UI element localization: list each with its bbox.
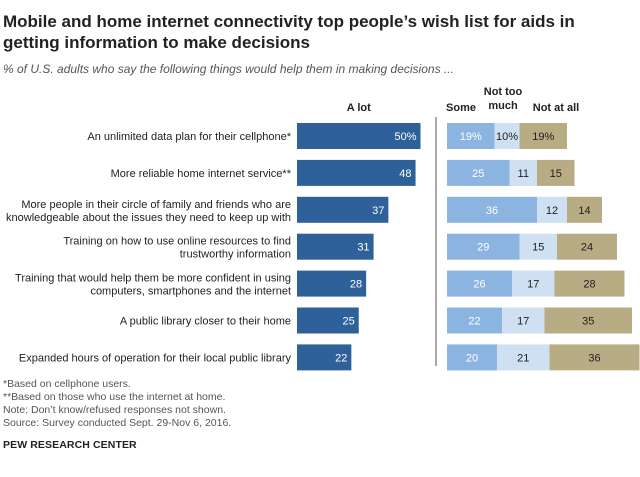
not-too-much-value-label: 10% — [496, 131, 518, 143]
not-too-much-value-label: 11 — [518, 168, 529, 180]
header-some: Some — [446, 102, 476, 114]
header-not-too-much-line1: Not too — [484, 86, 523, 98]
some-value-label: 19% — [460, 131, 482, 143]
a-lot-value-label: 25 — [343, 316, 355, 328]
some-bar — [447, 233, 520, 260]
not-too-much-value-label: 12 — [546, 205, 558, 217]
some-bar — [447, 344, 497, 371]
not-too-much-bar — [502, 307, 545, 334]
not-too-much-value-label: 21 — [517, 352, 529, 364]
category-label-line2: knowledgeable about the issues they need… — [6, 212, 291, 224]
category-label-line1: Training on how to use online resources … — [63, 236, 291, 248]
chart-subtitle: % of U.S. adults who say the following t… — [3, 62, 454, 76]
a-lot-bar — [297, 159, 416, 186]
chart-title: Mobile and home internet connectivity to… — [3, 12, 575, 52]
some-value-label: 29 — [477, 242, 489, 254]
some-bar — [447, 270, 512, 297]
a-lot-value-label: 22 — [335, 352, 347, 364]
not-at-all-bar — [554, 270, 625, 297]
not-at-all-value-label: 28 — [583, 279, 595, 291]
a-lot-value-label: 48 — [399, 168, 411, 180]
category-label-line2: computers, smartphones and the internet — [90, 286, 291, 298]
not-at-all-value-label: 15 — [550, 168, 562, 180]
a-lot-value-label: 50% — [394, 131, 416, 143]
note-source: Source: Survey conducted Sept. 29-Nov 6,… — [3, 417, 232, 429]
some-value-label: 20 — [466, 352, 478, 364]
not-at-all-bar — [544, 307, 632, 334]
category-label-line1: Training that would help them be more co… — [15, 273, 291, 285]
not-too-much-bar — [494, 123, 520, 149]
a-lot-value-label: 31 — [357, 242, 369, 254]
a-lot-bar — [297, 307, 359, 334]
category-label: An unlimited data plan for their cellpho… — [87, 131, 291, 143]
some-bar — [447, 159, 510, 186]
not-too-much-value-label: 15 — [532, 242, 544, 254]
not-too-much-value-label: 17 — [517, 316, 529, 328]
not-at-all-bar — [567, 196, 602, 223]
note-dont-know: Note: Don’t know/refused responses not s… — [3, 404, 226, 416]
header-not-at-all: Not at all — [533, 102, 579, 114]
some-value-label: 36 — [486, 205, 498, 217]
not-too-much-value-label: 17 — [527, 279, 539, 291]
not-at-all-value-label: 14 — [578, 205, 590, 217]
category-label: Expanded hours of operation for their lo… — [19, 352, 292, 364]
category-label: More reliable home internet service** — [111, 168, 292, 180]
a-lot-value-label: 37 — [372, 205, 384, 217]
a-lot-bar — [297, 123, 421, 149]
a-lot-bar — [297, 233, 374, 260]
note-cellphone: *Based on cellphone users. — [3, 378, 131, 390]
some-bar — [447, 123, 495, 149]
some-bar — [447, 196, 537, 223]
not-at-all-bar — [537, 159, 575, 186]
a-lot-value-label: 28 — [350, 279, 362, 291]
header-not-too-much-line2: much — [488, 100, 518, 112]
a-lot-bar — [297, 344, 352, 371]
source-org: PEW RESEARCH CENTER — [3, 439, 137, 451]
a-lot-bar — [297, 196, 389, 223]
not-too-much-bar — [509, 159, 537, 186]
not-at-all-value-label: 19% — [532, 131, 554, 143]
header-a-lot: A lot — [347, 102, 371, 114]
some-value-label: 26 — [473, 279, 485, 291]
not-too-much-bar — [497, 344, 550, 371]
not-at-all-bar — [557, 233, 617, 260]
not-too-much-bar — [537, 196, 567, 223]
not-too-much-bar — [519, 233, 557, 260]
chart-notes: *Based on cellphone users. **Based on th… — [3, 378, 231, 430]
some-value-label: 25 — [472, 168, 484, 180]
note-home-internet: **Based on those who use the internet at… — [3, 391, 226, 403]
not-at-all-value-label: 35 — [582, 316, 594, 328]
not-at-all-bar — [519, 123, 567, 149]
not-too-much-bar — [512, 270, 555, 297]
not-at-all-value-label: 36 — [588, 352, 600, 364]
not-at-all-value-label: 24 — [581, 242, 593, 254]
a-lot-bar — [297, 270, 367, 297]
some-value-label: 22 — [468, 316, 480, 328]
not-at-all-bar — [549, 344, 640, 371]
category-label: A public library closer to their home — [120, 316, 291, 328]
some-bar — [447, 307, 502, 334]
category-label-line1: More people in their circle of family an… — [21, 199, 291, 211]
category-label-line2: trustworthy information — [180, 249, 291, 261]
